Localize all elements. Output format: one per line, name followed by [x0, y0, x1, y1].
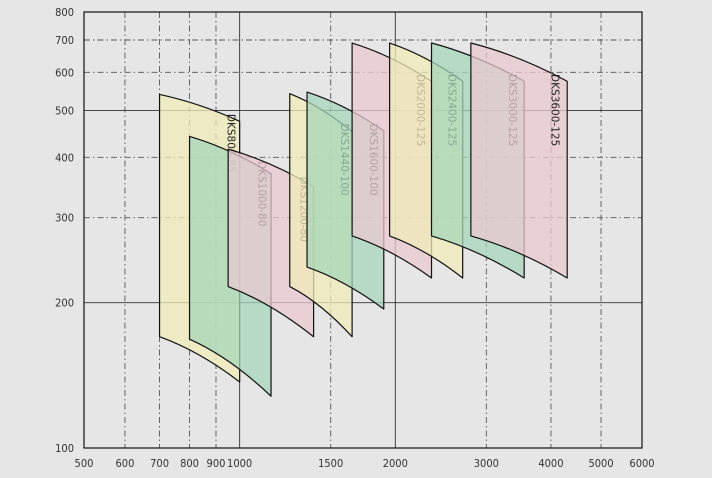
- x-tick-label-700: 700: [150, 457, 169, 470]
- x-tick-label-4000: 4000: [538, 457, 563, 470]
- y-tick-label-700: 700: [55, 34, 74, 47]
- y-tick-label-800: 800: [55, 6, 74, 19]
- y-axis-tick-labels: 100 200 300 400 500 600 700 800: [55, 6, 74, 455]
- plot-frame: [83, 11, 643, 449]
- x-axis-tick-labels: 500 600 700 800 900 1000 1500 2000 3000 4000 5000 6…: [75, 457, 655, 470]
- series-area-dks3600-125: [470, 42, 568, 279]
- x-tick-label-5000: 5000: [588, 457, 613, 470]
- x-tick-label-600: 600: [115, 457, 134, 470]
- x-tick-label-800: 800: [180, 457, 199, 470]
- x-tick-label-500: 500: [75, 457, 94, 470]
- y-tick-label-200: 200: [55, 297, 74, 310]
- y-tick-label-400: 400: [55, 151, 74, 164]
- y-tick-label-600: 600: [55, 66, 74, 79]
- x-tick-label-1500: 1500: [318, 457, 343, 470]
- series-layer: DKS800-85DKS1000-80DKS1200-80DKS1440-100…: [158, 42, 568, 397]
- y-tick-label-500: 500: [55, 105, 74, 118]
- y-tick-label-300: 300: [55, 212, 74, 225]
- series-label-dks3600-125: DKS3600-125: [549, 74, 561, 146]
- x-tick-label-2000: 2000: [383, 457, 408, 470]
- x-tick-label-900: 900: [207, 457, 226, 470]
- series-dks3600-125: DKS3600-125: [470, 42, 568, 279]
- x-tick-label-6000: 6000: [629, 457, 654, 470]
- x-tick-label-1000: 1000: [227, 457, 252, 470]
- x-tick-label-3000: 3000: [474, 457, 499, 470]
- y-tick-label-100: 100: [55, 442, 74, 455]
